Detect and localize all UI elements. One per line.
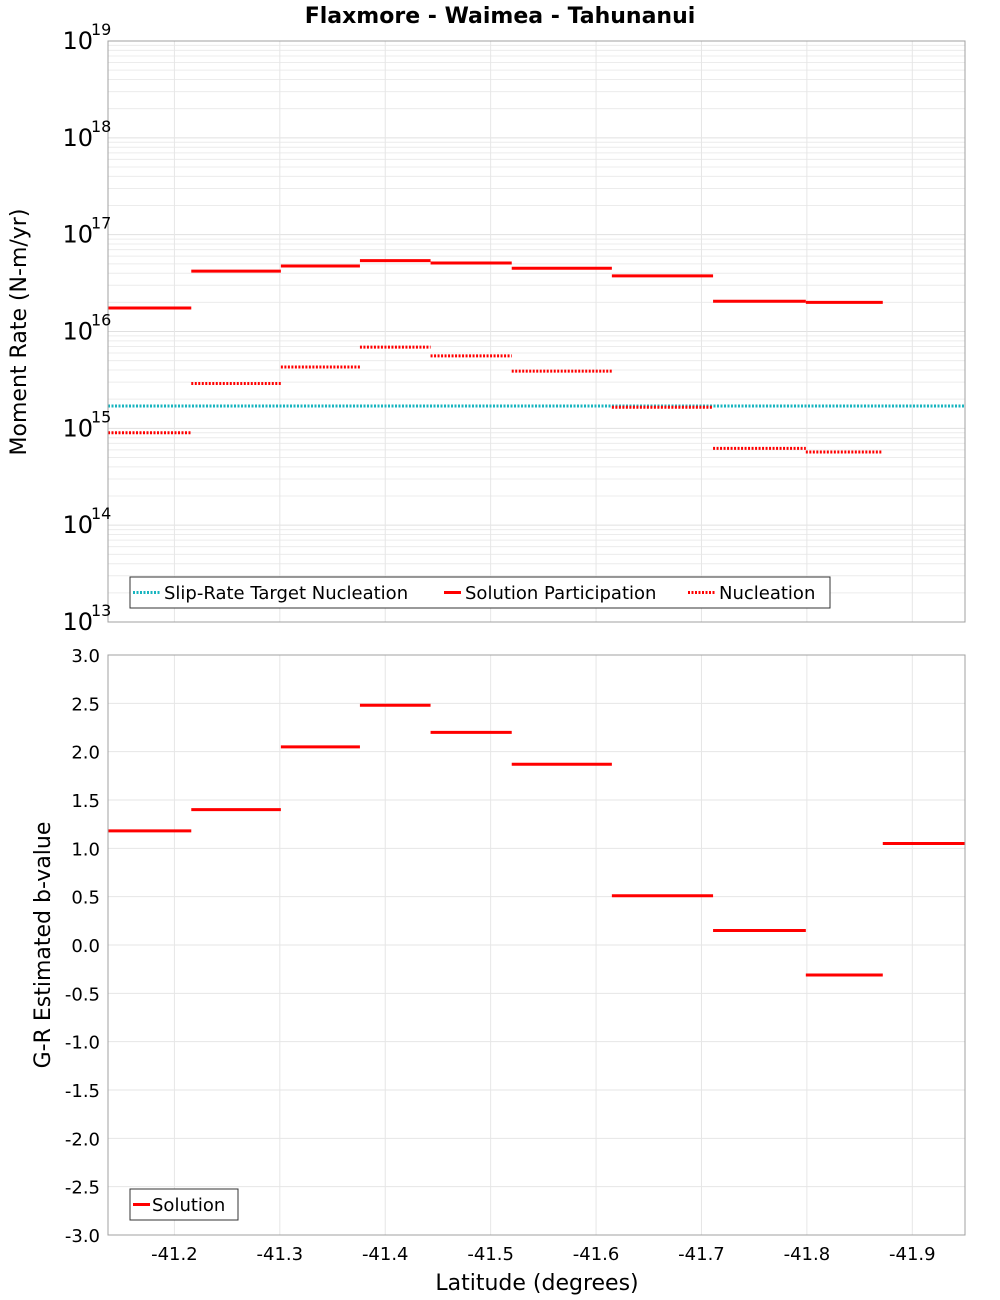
- y-tick-label: 10: [62, 414, 93, 442]
- y-tick-label: 0.0: [71, 936, 100, 957]
- y-tick-exponent: 16: [91, 311, 111, 330]
- y-tick-label: -2.0: [65, 1129, 100, 1150]
- y-tick-label: 3.0: [71, 646, 100, 667]
- y-tick-label: 10: [62, 124, 93, 152]
- x-tick-label: -41.7: [678, 1244, 725, 1265]
- chart-title: Flaxmore - Waimea - Tahunanui: [305, 4, 696, 29]
- legend-label-solution-participation: Solution Participation: [465, 583, 656, 604]
- y-tick-label: 10: [62, 511, 93, 539]
- bottom-series: [108, 703, 965, 977]
- y-tick-exponent: 13: [91, 601, 111, 620]
- x-tick-label: -41.8: [784, 1244, 831, 1265]
- bottom-legend: Solution: [129, 1188, 239, 1221]
- x-tick-label: -41.2: [151, 1244, 198, 1265]
- x-tick-label: -41.3: [257, 1244, 304, 1265]
- x-tick-label: -41.9: [889, 1244, 936, 1265]
- x-ticks: -41.2 -41.3 -41.4 -41.5 -41.6 -41.7 -41.8 -41.9: [151, 1244, 935, 1265]
- y-tick-label: 10: [62, 27, 93, 55]
- y-tick-exponent: 19: [91, 20, 111, 39]
- y-tick-exponent: 17: [91, 214, 111, 233]
- y-tick-label: -2.5: [65, 1178, 100, 1199]
- y-tick-exponent: 15: [91, 407, 111, 426]
- y-tick-label: 1.5: [71, 791, 100, 812]
- y-tick-label: 1.0: [71, 839, 100, 860]
- y-tick-exponent: 14: [91, 504, 111, 523]
- y-tick-label: -3.0: [65, 1226, 100, 1247]
- y-tick-label: 2.5: [71, 694, 100, 715]
- bottom-plot-frame: [107, 654, 966, 1236]
- y-tick-label: 10: [62, 608, 93, 636]
- top-plot-frame: [107, 40, 966, 623]
- y-tick-label: 10: [62, 318, 93, 346]
- y-tick-label: 2.0: [71, 743, 100, 764]
- top-series: [108, 259, 965, 454]
- top-y-axis-label: Moment Rate (N-m/yr): [7, 209, 32, 456]
- y-tick-label: 10: [62, 221, 93, 249]
- x-tick-label: -41.5: [467, 1244, 514, 1265]
- y-tick-exponent: 18: [91, 117, 111, 136]
- x-axis-label: Latitude (degrees): [435, 1271, 638, 1296]
- x-tick-label: -41.6: [573, 1244, 620, 1265]
- y-tick-label: -1.0: [65, 1033, 100, 1054]
- bottom-panel: -3.0 -2.5 -2.0 -1.5 -1.0 -0.5 0.0 0.5 1.0 1.5 2.0 2…: [31, 646, 966, 1296]
- legend-label-solution: Solution: [152, 1195, 225, 1216]
- legend-label-nucleation: Nucleation: [719, 583, 815, 604]
- top-grid: [108, 41, 965, 623]
- y-tick-label: -1.5: [65, 1081, 100, 1102]
- bottom-y-axis-label: G-R Estimated b-value: [31, 822, 56, 1069]
- y-tick-label: -0.5: [65, 984, 100, 1005]
- bottom-y-ticks: -3.0 -2.5 -2.0 -1.5 -1.0 -0.5 0.0 0.5 1.0 1.5 2.0 2…: [65, 646, 100, 1247]
- top-legend: Slip-Rate Target Nucleation Solution Par…: [129, 576, 831, 609]
- y-tick-label: 0.5: [71, 888, 100, 909]
- legend-label-slip-rate-target: Slip-Rate Target Nucleation: [164, 583, 408, 604]
- bottom-grid: [108, 654, 965, 1236]
- x-tick-label: -41.4: [362, 1244, 409, 1265]
